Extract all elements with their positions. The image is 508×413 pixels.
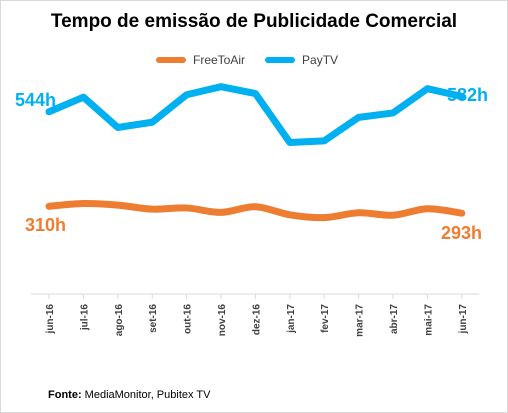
- x-tick-label: jun-16: [45, 304, 56, 335]
- legend-label-freetoair: FreeToAir: [193, 53, 246, 67]
- x-tick-label: jan-17: [286, 304, 297, 334]
- freetoair-end-label: 293h: [441, 223, 483, 243]
- x-tick-label: mai-17: [423, 304, 434, 336]
- x-tick-label: abr-17: [389, 304, 400, 334]
- x-tick-label: jul-16: [79, 304, 90, 332]
- chart-legend: FreeToAir PayTV: [156, 52, 338, 68]
- legend-swatch-paytv: [265, 57, 296, 63]
- series-line-paytv: [45, 83, 466, 146]
- x-tick-label: out-16: [183, 304, 194, 334]
- freetoair-start-label: 310h: [25, 215, 67, 235]
- x-tick-label: mar-17: [355, 304, 366, 337]
- legend-item-freetoair: FreeToAir: [156, 53, 245, 67]
- paytv-end-label: 582h: [447, 85, 489, 105]
- source-note: Fonte: MediaMonitor, Pubitex TV: [48, 389, 210, 401]
- series-line-freetoair: [45, 199, 466, 222]
- x-tick-label: set-16: [148, 304, 159, 333]
- x-tick-label: nov-16: [217, 304, 228, 337]
- paytv-start-label: 544h: [15, 90, 57, 110]
- x-tick-label: fev-17: [320, 304, 331, 333]
- legend-item-paytv: PayTV: [265, 53, 338, 67]
- chart-title: Tempo de emissão de Publicidade Comercia…: [50, 11, 458, 32]
- source-label: Fonte:: [48, 389, 82, 401]
- x-tick-label: dez-16: [251, 304, 262, 336]
- x-tick-label: ago-16: [114, 304, 125, 337]
- legend-swatch-freetoair: [156, 57, 186, 63]
- legend-label-paytv: PayTV: [302, 53, 339, 67]
- source-text: MediaMonitor, Pubitex TV: [81, 389, 211, 401]
- x-tick-label: jun-17: [458, 304, 469, 335]
